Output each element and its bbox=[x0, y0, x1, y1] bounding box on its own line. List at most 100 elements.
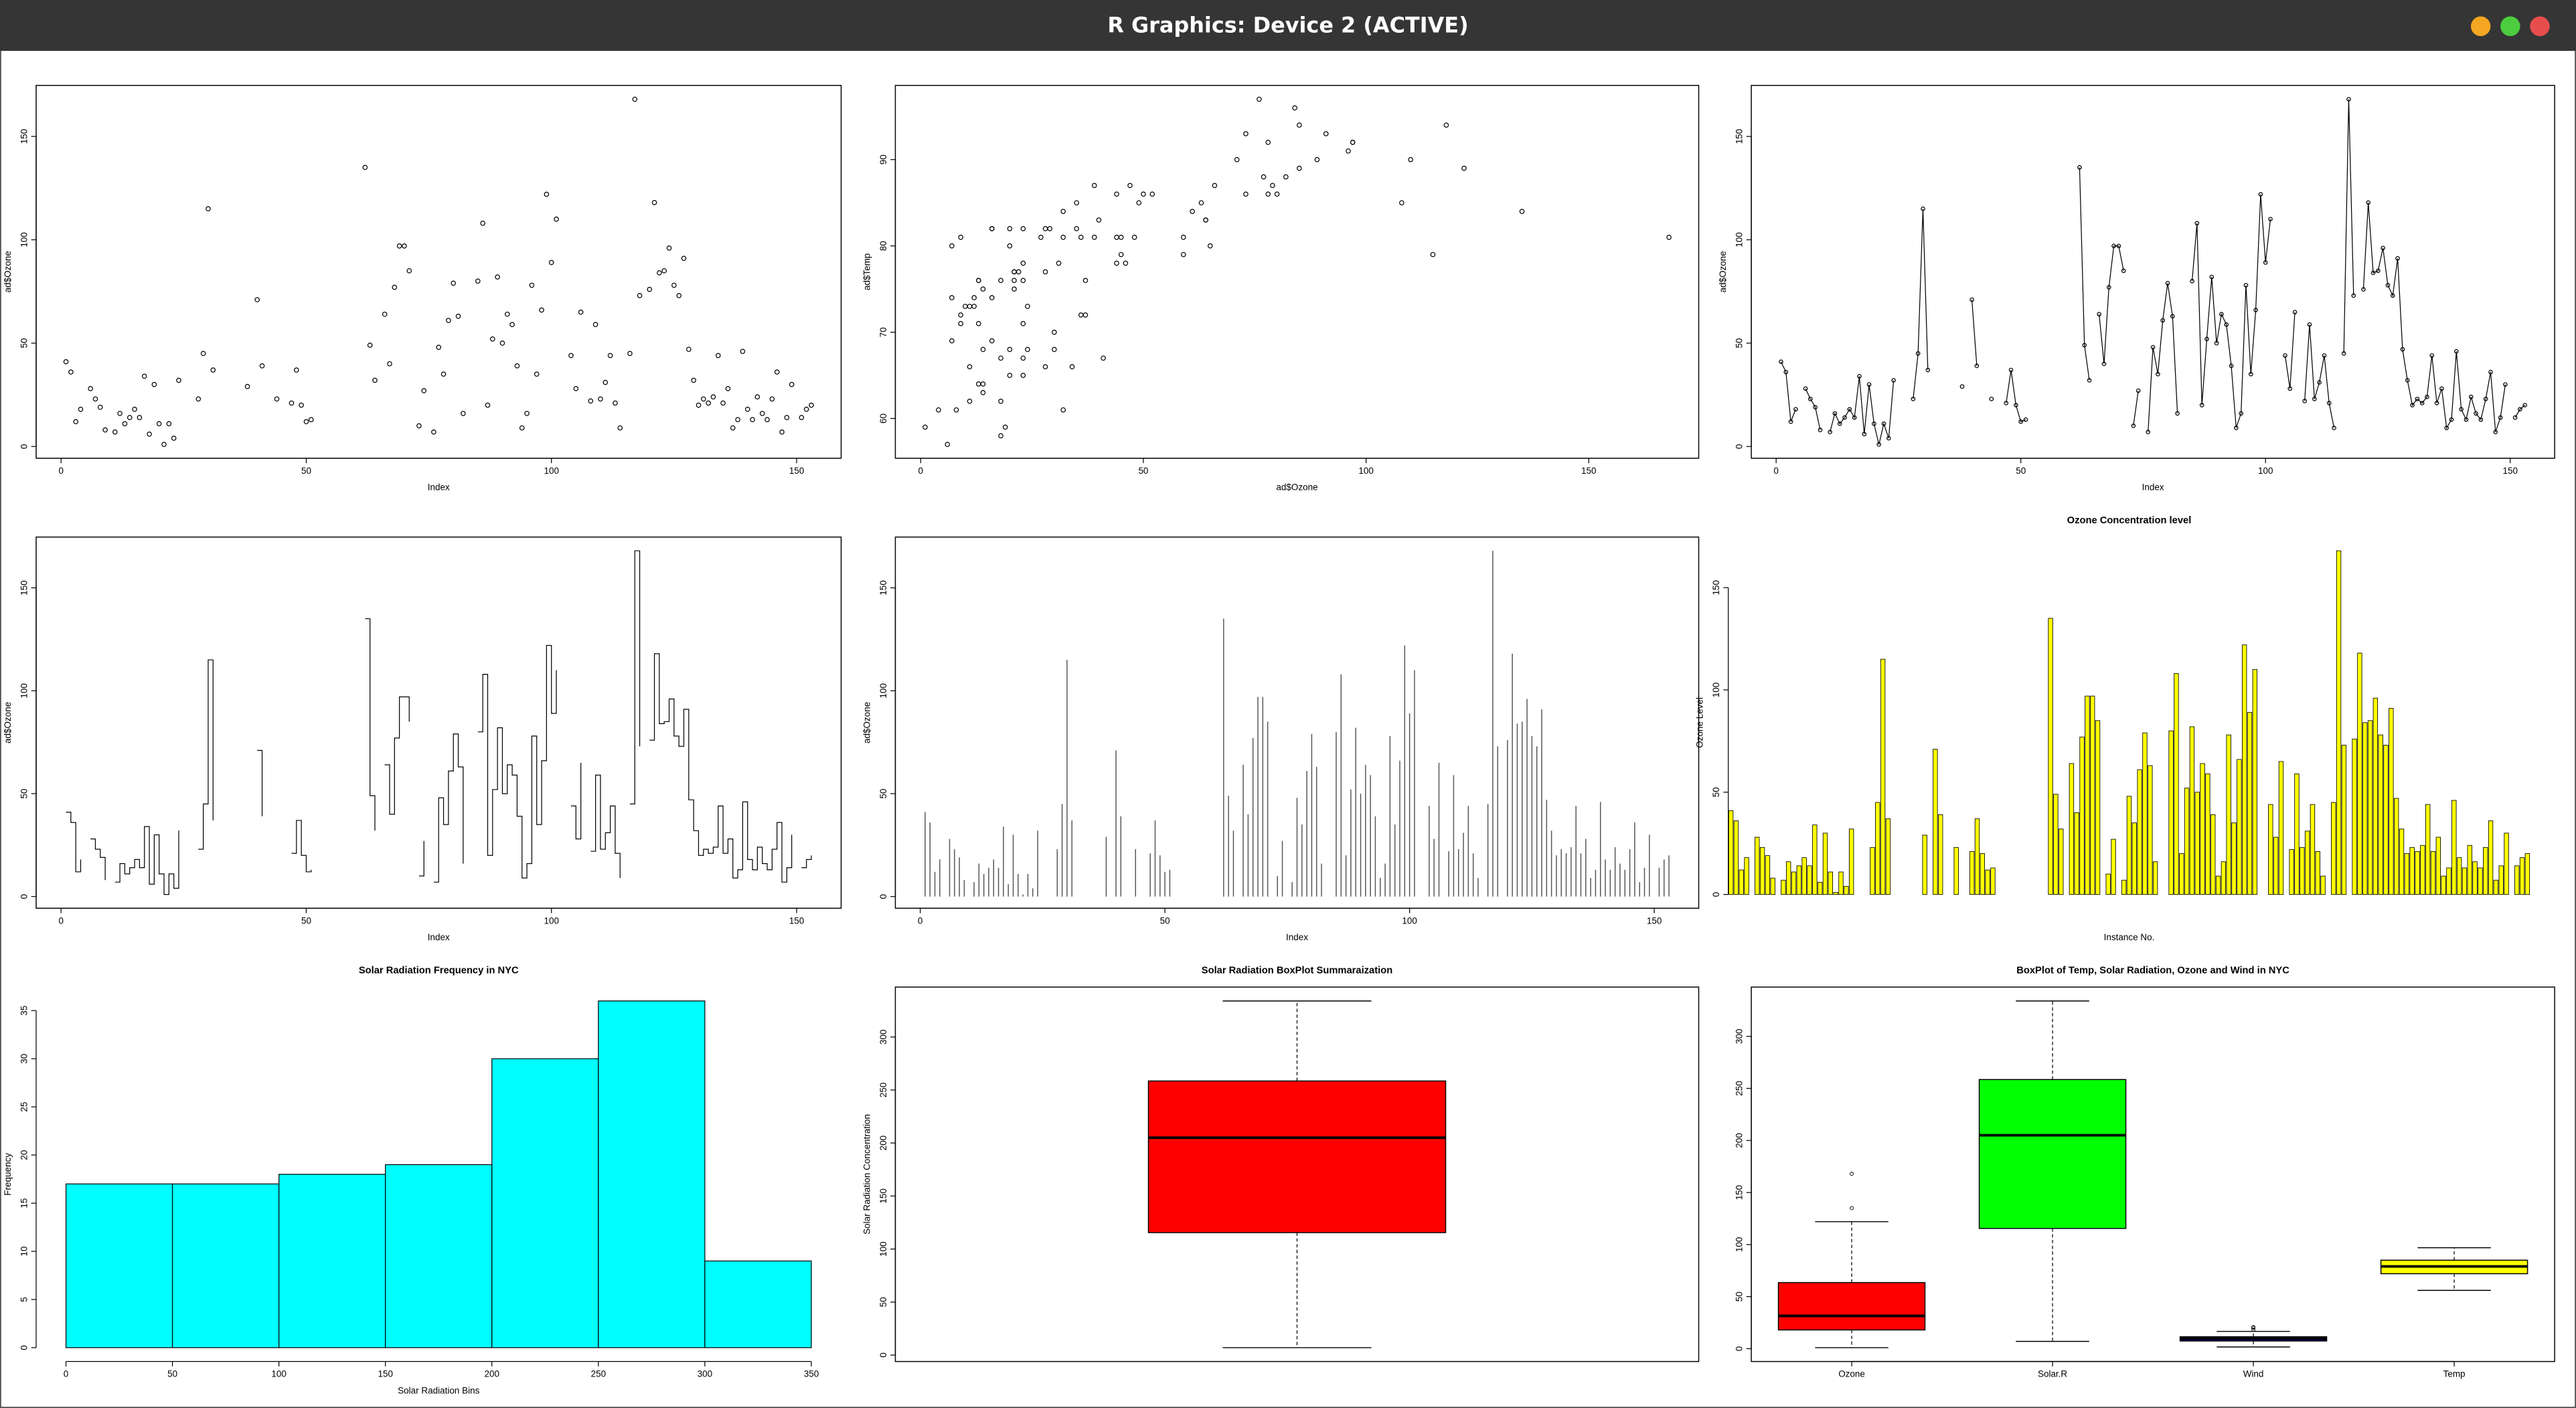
bar bbox=[2126, 796, 2132, 895]
point bbox=[2390, 293, 2395, 298]
bar bbox=[2131, 822, 2138, 895]
y-tick-label: 250 bbox=[878, 1083, 888, 1098]
point bbox=[529, 282, 535, 288]
window-title: R Graphics: Device 2 (ACTIVE) bbox=[1107, 12, 1468, 37]
point bbox=[578, 309, 584, 315]
bar bbox=[2231, 822, 2237, 895]
point bbox=[455, 313, 461, 319]
point bbox=[1052, 329, 1057, 335]
x-tick-label: 150 bbox=[1581, 466, 1596, 476]
step-line bbox=[90, 838, 106, 881]
point bbox=[962, 303, 968, 309]
point bbox=[975, 381, 981, 387]
point bbox=[2199, 403, 2204, 408]
x-tick-label: 0 bbox=[64, 1369, 68, 1379]
bar bbox=[2372, 697, 2379, 895]
bar bbox=[2079, 736, 2085, 895]
point bbox=[2459, 407, 2464, 412]
point bbox=[691, 377, 696, 383]
point bbox=[945, 442, 950, 447]
x-axis-label: ad$Ozone bbox=[1276, 482, 1317, 492]
bar bbox=[2331, 802, 2336, 895]
point bbox=[1297, 122, 1302, 128]
point bbox=[980, 347, 986, 353]
bar bbox=[2095, 720, 2101, 895]
bar bbox=[2420, 845, 2425, 895]
point bbox=[1007, 347, 1013, 353]
maximize-button[interactable] bbox=[2500, 16, 2520, 36]
point bbox=[2366, 200, 2371, 205]
y-tick-label: 150 bbox=[19, 580, 29, 596]
bar bbox=[1728, 810, 1734, 895]
bar bbox=[2352, 738, 2357, 895]
line bbox=[2343, 99, 2354, 354]
y-tick-label: 150 bbox=[1734, 129, 1744, 145]
x-tick-label: 150 bbox=[1647, 915, 1662, 926]
point bbox=[666, 245, 672, 251]
point bbox=[539, 307, 544, 313]
point bbox=[568, 353, 574, 359]
point bbox=[989, 338, 995, 344]
point bbox=[1123, 260, 1129, 266]
step-line bbox=[257, 750, 263, 816]
bar bbox=[2121, 879, 2127, 895]
y-tick-label: 100 bbox=[1711, 683, 1721, 698]
point bbox=[1181, 234, 1186, 240]
y-tick-label: 10 bbox=[19, 1246, 29, 1256]
box bbox=[1978, 1079, 2127, 1229]
point bbox=[1793, 407, 1798, 412]
point bbox=[627, 351, 633, 356]
bar bbox=[1770, 877, 1775, 895]
bar bbox=[2336, 550, 2342, 895]
close-button[interactable] bbox=[2530, 16, 2550, 36]
point bbox=[1842, 415, 1847, 420]
point bbox=[1265, 191, 1271, 197]
x-tick-label: 50 bbox=[301, 466, 311, 476]
bar bbox=[2483, 847, 2488, 895]
point bbox=[730, 425, 736, 431]
point bbox=[1399, 200, 1404, 205]
point bbox=[259, 363, 265, 369]
point bbox=[2146, 430, 2151, 434]
bar bbox=[2168, 730, 2174, 895]
line bbox=[2362, 202, 2506, 432]
point bbox=[936, 407, 941, 413]
point bbox=[700, 396, 706, 402]
bar bbox=[2524, 853, 2530, 895]
bar bbox=[2289, 849, 2294, 895]
chart-title: BoxPlot of Temp, Solar Radiation, Ozone … bbox=[2016, 965, 2289, 976]
x-tick-label: 50 bbox=[301, 915, 311, 926]
point bbox=[1020, 260, 1026, 266]
bar bbox=[1848, 828, 1854, 895]
bar bbox=[2399, 828, 2405, 895]
point bbox=[431, 429, 436, 435]
point bbox=[980, 389, 986, 395]
minimize-button[interactable] bbox=[2470, 16, 2491, 36]
point bbox=[1323, 131, 1329, 137]
y-axis-label: ad$Ozone bbox=[862, 702, 872, 743]
point bbox=[1872, 421, 1876, 426]
point bbox=[1866, 382, 1872, 387]
point bbox=[1234, 157, 1240, 163]
point bbox=[2488, 369, 2493, 375]
y-tick-label: 100 bbox=[19, 683, 29, 699]
point bbox=[1891, 378, 1896, 383]
bar bbox=[2383, 745, 2389, 895]
point bbox=[573, 385, 579, 391]
point bbox=[2190, 278, 2194, 284]
bar bbox=[2148, 765, 2153, 895]
point bbox=[2493, 430, 2498, 434]
point bbox=[2312, 396, 2317, 402]
x-tick-label: 100 bbox=[271, 1369, 286, 1379]
bar bbox=[2462, 867, 2468, 895]
y-tick-label: 90 bbox=[878, 155, 888, 165]
point bbox=[2121, 268, 2126, 273]
point bbox=[735, 417, 740, 422]
point bbox=[362, 165, 368, 170]
point bbox=[1818, 428, 1823, 432]
x-tick-label: 0 bbox=[58, 466, 63, 476]
point bbox=[686, 347, 692, 352]
point bbox=[2425, 394, 2429, 400]
x-tick-label: 150 bbox=[378, 1369, 392, 1379]
point bbox=[1181, 252, 1186, 258]
